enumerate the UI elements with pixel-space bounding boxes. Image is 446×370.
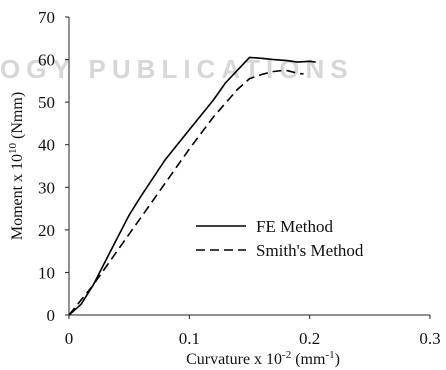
y-tick-label: 0 <box>47 306 56 325</box>
x-axis-label: Curvature x 10-2 (mm-1) <box>186 349 340 368</box>
y-tick-label: 50 <box>38 93 55 112</box>
legend-label-2: Smith's Method <box>256 241 364 260</box>
legend-label-1: FE Method <box>256 217 333 236</box>
y-tick-label: 30 <box>38 178 55 197</box>
y-tick-label: 60 <box>38 51 55 70</box>
chart-legend: FE Method Smith's Method <box>196 217 364 260</box>
x-tick-label: 0.3 <box>419 329 440 348</box>
y-tick-label: 40 <box>38 136 55 155</box>
y-axis-label: Moment x 1010 (Nmm) <box>7 92 26 240</box>
x-tick-labels: 0 0.1 0.2 0.3 <box>65 315 441 348</box>
chart-axes <box>68 17 430 316</box>
chart-series <box>68 56 316 316</box>
series-line-1 <box>68 56 316 316</box>
series-line-2 <box>68 69 304 316</box>
y-tick-label: 70 <box>38 8 55 27</box>
x-tick-label: 0.2 <box>299 329 320 348</box>
x-tick-label: 0 <box>65 329 74 348</box>
axis-labels: Curvature x 10-2 (mm-1) Moment x 1010 (Nm… <box>7 92 340 368</box>
y-tick-labels: 0 10 20 30 40 50 60 70 <box>38 8 69 325</box>
y-tick-label: 20 <box>38 221 55 240</box>
watermark-text: OGY PUBLICATIONS <box>0 54 354 84</box>
x-tick-label: 0.1 <box>179 329 200 348</box>
y-tick-label: 10 <box>38 263 55 282</box>
